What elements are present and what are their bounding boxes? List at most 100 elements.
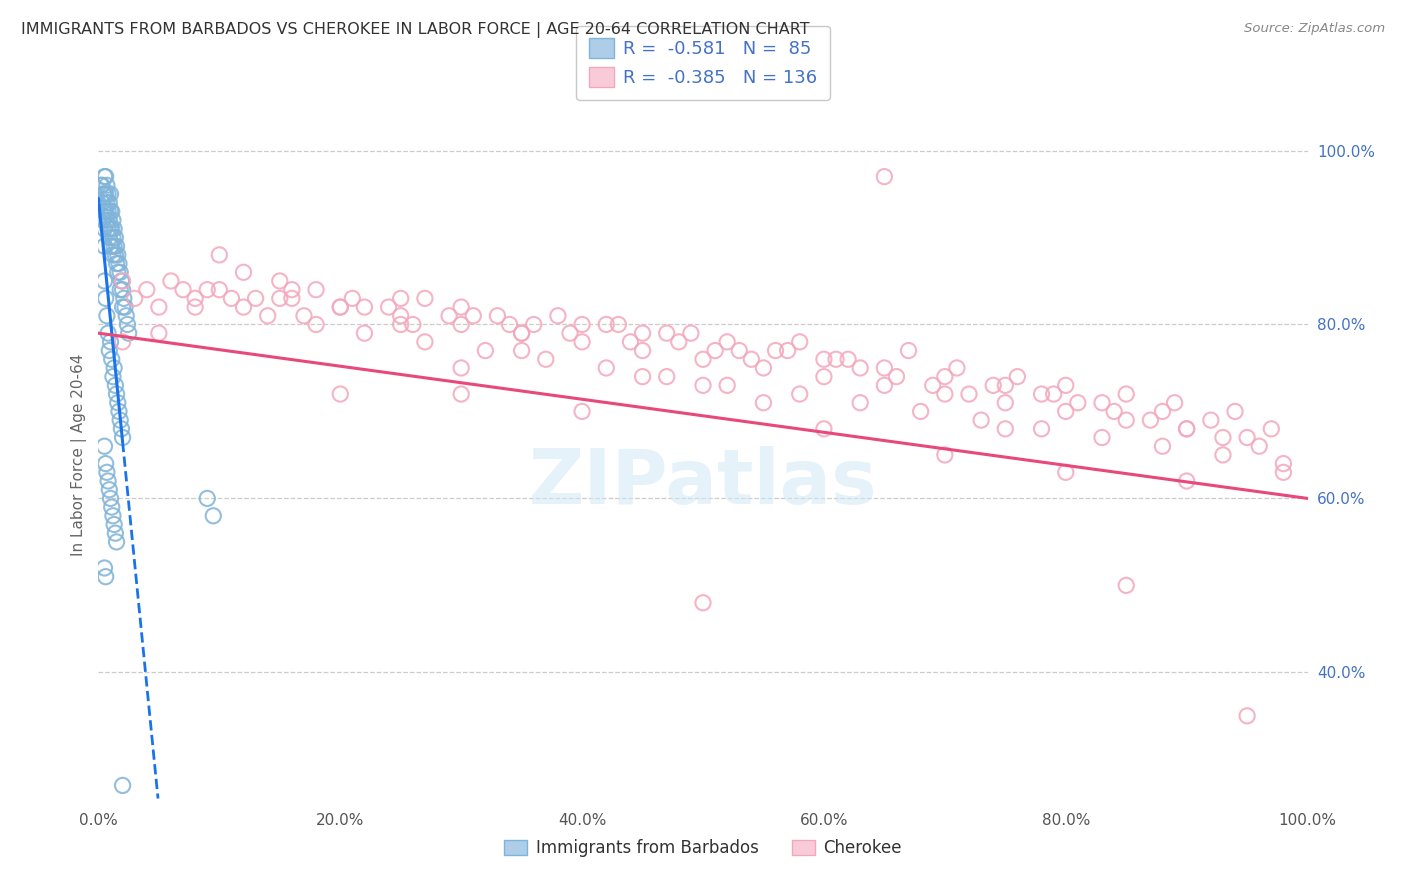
- Point: [547, 309, 569, 323]
- Point: [571, 404, 593, 418]
- Point: [1199, 413, 1222, 427]
- Point: [107, 248, 129, 262]
- Point: [934, 387, 956, 401]
- Point: [90, 178, 112, 193]
- Point: [97, 222, 120, 236]
- Point: [195, 491, 218, 506]
- Point: [740, 352, 762, 367]
- Point: [93, 239, 115, 253]
- Point: [692, 352, 714, 367]
- Point: [463, 309, 485, 323]
- Point: [329, 300, 352, 314]
- Point: [111, 283, 134, 297]
- Point: [111, 300, 134, 314]
- Point: [534, 352, 557, 367]
- Point: [305, 318, 328, 332]
- Point: [94, 187, 117, 202]
- Point: [108, 413, 131, 427]
- Point: [105, 387, 128, 401]
- Point: [1007, 369, 1029, 384]
- Point: [873, 169, 896, 184]
- Point: [631, 326, 654, 341]
- Point: [101, 213, 124, 227]
- Point: [104, 378, 127, 392]
- Point: [402, 318, 425, 332]
- Point: [765, 343, 787, 358]
- Point: [98, 213, 121, 227]
- Point: [450, 387, 472, 401]
- Point: [450, 300, 472, 314]
- Point: [108, 265, 131, 279]
- Point: [103, 222, 125, 236]
- Point: [105, 257, 128, 271]
- Point: [91, 213, 114, 227]
- Point: [110, 274, 132, 288]
- Point: [94, 291, 117, 305]
- Point: [100, 239, 122, 253]
- Point: [107, 265, 129, 279]
- Point: [100, 334, 122, 349]
- Point: [1115, 578, 1137, 592]
- Point: [957, 387, 980, 401]
- Text: IMMIGRANTS FROM BARBADOS VS CHEROKEE IN LABOR FORCE | AGE 20-64 CORRELATION CHAR: IMMIGRANTS FROM BARBADOS VS CHEROKEE IN …: [21, 22, 810, 38]
- Point: [595, 318, 617, 332]
- Point: [498, 318, 520, 332]
- Point: [377, 300, 399, 314]
- Point: [970, 413, 993, 427]
- Point: [825, 352, 848, 367]
- Point: [994, 378, 1017, 392]
- Point: [101, 369, 124, 384]
- Point: [571, 318, 593, 332]
- Point: [232, 265, 254, 279]
- Point: [91, 187, 114, 202]
- Point: [1236, 430, 1258, 444]
- Point: [98, 195, 121, 210]
- Point: [104, 230, 127, 244]
- Point: [100, 204, 122, 219]
- Point: [100, 204, 122, 219]
- Point: [1091, 430, 1114, 444]
- Point: [910, 404, 932, 418]
- Point: [232, 300, 254, 314]
- Point: [776, 343, 799, 358]
- Point: [510, 326, 533, 341]
- Point: [94, 570, 117, 584]
- Point: [93, 187, 115, 202]
- Point: [103, 239, 125, 253]
- Point: [135, 283, 157, 297]
- Point: [813, 369, 835, 384]
- Legend: Immigrants from Barbados, Cherokee: Immigrants from Barbados, Cherokee: [498, 833, 908, 864]
- Point: [510, 343, 533, 358]
- Point: [93, 222, 115, 236]
- Point: [108, 404, 131, 418]
- Point: [100, 239, 122, 253]
- Point: [1272, 466, 1295, 480]
- Point: [342, 291, 364, 305]
- Point: [100, 500, 122, 514]
- Point: [413, 334, 436, 349]
- Point: [104, 526, 127, 541]
- Point: [103, 361, 125, 376]
- Point: [873, 378, 896, 392]
- Point: [1115, 413, 1137, 427]
- Point: [93, 561, 115, 575]
- Point: [221, 291, 243, 305]
- Point: [107, 396, 129, 410]
- Point: [486, 309, 509, 323]
- Point: [1212, 430, 1234, 444]
- Point: [111, 778, 134, 793]
- Point: [108, 257, 131, 271]
- Point: [789, 387, 811, 401]
- Point: [692, 596, 714, 610]
- Point: [124, 291, 146, 305]
- Point: [103, 517, 125, 532]
- Point: [105, 534, 128, 549]
- Point: [631, 369, 654, 384]
- Point: [752, 361, 775, 376]
- Point: [118, 326, 141, 341]
- Point: [994, 396, 1017, 410]
- Point: [1054, 466, 1077, 480]
- Point: [160, 274, 183, 288]
- Point: [281, 283, 304, 297]
- Point: [1031, 387, 1053, 401]
